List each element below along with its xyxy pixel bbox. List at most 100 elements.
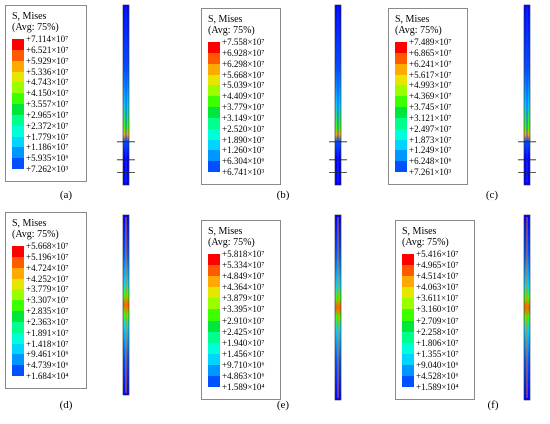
legend-title: S, Mises	[208, 226, 243, 237]
legend-swatch	[12, 365, 24, 377]
legend-level-label: +6.304×10⁶	[222, 156, 265, 167]
legend-swatch	[395, 52, 407, 65]
model-core	[125, 7, 127, 183]
legend-level-label: +1.249×10⁷	[409, 145, 452, 156]
panel-caption: (d)	[59, 399, 73, 411]
legend-level-label: +4.514×10⁷	[416, 271, 459, 282]
legend-level-label: +6.741×10³	[222, 167, 265, 177]
legend-swatch	[395, 85, 407, 97]
legend-level-label: +4.993×10⁷	[409, 80, 452, 91]
legend-swatch	[208, 74, 220, 86]
legend-swatch	[402, 342, 414, 355]
legend-swatch	[12, 300, 24, 312]
legend-level-label: +1.873×10⁷	[409, 134, 452, 145]
legend-swatch	[208, 298, 220, 310]
legend-level-label: +2.258×10⁷	[416, 326, 459, 337]
legend-level-label: +1.260×10⁷	[222, 145, 265, 156]
legend-level-label: +6.521×10⁷	[26, 44, 69, 55]
legend-swatch	[12, 71, 24, 83]
legend-swatch	[395, 117, 407, 130]
legend-level-label: +2.497×10⁷	[409, 123, 452, 134]
legend-level-label: +5.929×10⁷	[26, 55, 69, 66]
legend-swatch	[402, 375, 414, 388]
legend-level-label: +6.298×10⁷	[222, 58, 265, 69]
legend-level-label: +3.879×10⁷	[222, 293, 265, 304]
legend-level-label: +2.835×10⁷	[26, 306, 69, 316]
panel-caption: (b)	[276, 189, 290, 201]
legend-swatch	[208, 63, 220, 75]
legend-swatch	[12, 332, 24, 344]
legend-level-label: +9.710×10⁶	[222, 359, 265, 370]
stress-contour-model	[518, 4, 536, 186]
legend-swatch	[208, 107, 220, 119]
legend-averaging: (Avg: 75%)	[395, 25, 442, 36]
legend-level-label: +4.150×10⁷	[26, 88, 69, 99]
legend-swatch	[208, 375, 220, 388]
legend-level-label: +1.684×10⁴	[26, 371, 69, 381]
legend-swatch	[208, 161, 220, 173]
legend-level-label: +6.248×10⁶	[409, 156, 452, 167]
legend-swatch	[402, 276, 414, 288]
panel-caption: (c)	[485, 189, 499, 201]
legend-swatch	[395, 74, 407, 86]
legend-box: S, Mises (Avg: 75%) +7.489×10⁷ +6.865×10⁷ +6…	[388, 8, 468, 185]
legend-level-label: +5.668×10⁷	[26, 241, 69, 251]
legend-swatch	[395, 107, 407, 119]
legend-level-label: +1.456×10⁷	[222, 348, 265, 359]
legend-averaging: (Avg: 75%)	[208, 25, 255, 36]
legend-box: S, Mises (Avg: 75%) +5.416×10⁷ +4.965×10⁷ +4…	[395, 220, 475, 400]
legend-level-label: +7.261×10³	[409, 167, 452, 177]
legend-level-label: +2.372×10⁷	[26, 120, 69, 131]
panel-caption: (f)	[487, 399, 499, 411]
legend-averaging: (Avg: 75%)	[12, 229, 59, 240]
legend-level-label: +4.965×10⁷	[416, 260, 459, 271]
legend-level-label: +7.262×10³	[26, 164, 69, 174]
legend-level-label: +2.709×10⁷	[416, 315, 459, 326]
legend-level-label: +4.739×10⁶	[26, 360, 69, 371]
legend-title: S, Mises	[12, 11, 47, 22]
legend-swatch	[12, 93, 24, 105]
legend-level-label: +2.425×10⁷	[222, 326, 265, 337]
legend-swatch	[395, 96, 407, 108]
legend-level-label: +5.334×10⁷	[222, 260, 265, 271]
legend-swatch	[208, 287, 220, 299]
legend-level-label: +1.355×10⁷	[416, 348, 459, 359]
legend-level-label: +1.779×10⁷	[26, 131, 69, 142]
legend-level-label: +7.558×10⁷	[222, 37, 265, 47]
legend-swatch	[208, 150, 220, 162]
legend-title: S, Mises	[208, 14, 243, 25]
legend-averaging: (Avg: 75%)	[402, 237, 449, 248]
model-core	[526, 7, 528, 183]
legend-swatch	[12, 136, 24, 148]
legend-box: S, Mises (Avg: 75%) +7.114×10⁷ +6.521×10⁷ +5…	[5, 5, 87, 182]
legend-level-label: +3.395×10⁷	[222, 304, 265, 315]
legend-swatch	[12, 311, 24, 323]
legend-swatch	[12, 114, 24, 127]
stress-contour-model	[334, 214, 342, 401]
legend-swatch	[12, 39, 24, 51]
panel-caption: (e)	[276, 399, 290, 411]
legend-averaging: (Avg: 75%)	[12, 22, 59, 33]
legend-box: S, Mises (Avg: 75%) +5.668×10⁷ +5.196×10⁷ +4…	[5, 212, 87, 389]
legend-swatch	[12, 147, 24, 159]
legend-title: S, Mises	[395, 14, 430, 25]
legend-level-label: +7.489×10⁷	[409, 37, 452, 47]
legend-swatch	[395, 63, 407, 75]
legend-swatch	[208, 320, 220, 333]
legend-swatch	[208, 353, 220, 366]
legend-level-label: +4.528×10⁶	[416, 370, 459, 381]
legend-swatch	[208, 276, 220, 288]
legend-swatch	[12, 267, 24, 279]
legend-title: S, Mises	[12, 218, 47, 229]
legend-swatch	[12, 158, 24, 170]
legend-box: S, Mises (Avg: 75%) +7.558×10⁷ +6.928×10⁷ +6…	[201, 8, 281, 185]
legend-swatch	[402, 254, 414, 266]
legend-swatch	[402, 364, 414, 377]
legend-swatch	[208, 254, 220, 266]
legend-swatch	[208, 139, 220, 151]
legend-title: S, Mises	[402, 226, 437, 237]
legend-level-label: +3.745×10⁷	[409, 102, 452, 112]
legend-level-label: +5.818×10⁷	[222, 249, 265, 259]
legend-swatch	[12, 246, 24, 258]
legend-swatch	[402, 331, 414, 344]
